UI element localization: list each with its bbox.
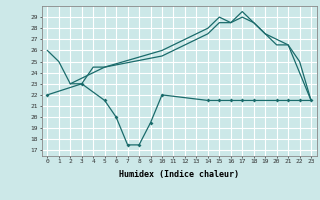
X-axis label: Humidex (Indice chaleur): Humidex (Indice chaleur) — [119, 170, 239, 179]
